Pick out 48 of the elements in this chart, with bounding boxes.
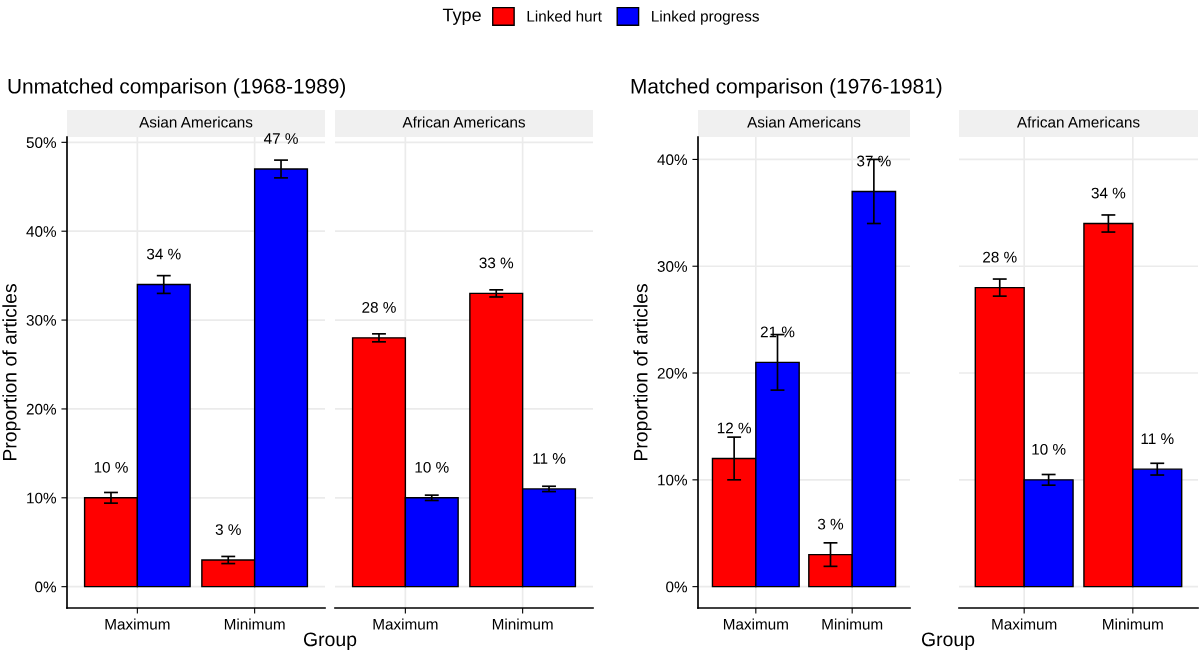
data-label: 11 %	[533, 453, 566, 464]
legend-label: Linked progress	[652, 10, 759, 25]
y-tick-label: 40%	[657, 154, 688, 166]
data-label: 21 %	[760, 326, 795, 338]
data-label: 10 %	[415, 461, 449, 473]
data-label: 3 %	[817, 518, 844, 530]
y-axis-title: Proportion of articles	[2, 284, 21, 461]
x-tick-label: Minimum	[492, 618, 553, 630]
chart-subtitle: Asian Americans	[139, 116, 253, 128]
y-tick-label: 20%	[26, 403, 57, 415]
y-tick-label: 0%	[666, 581, 688, 593]
y-tick-label: 30%	[657, 261, 688, 272]
legend-label: Linked hurt	[527, 10, 602, 22]
x-tick-label: Minimum	[822, 618, 883, 630]
data-label: 10 %	[1032, 443, 1066, 455]
x-tick-label: Maximum	[723, 618, 788, 630]
chart-title: Matched comparison (1976-1981)	[631, 78, 942, 98]
y-tick-label: 10%	[658, 474, 688, 486]
chart-subtitle: Asian Americans	[747, 116, 861, 128]
y-axis-title: Proportion of articles	[633, 284, 652, 461]
chart-title: Unmatched comparison (1968-1989)	[8, 78, 346, 98]
x-axis-title: Group	[921, 632, 975, 651]
data-label: 34 %	[146, 248, 181, 260]
data-label: 37 %	[857, 155, 891, 167]
x-tick-label: Maximum	[105, 618, 170, 630]
data-label: 33 %	[479, 257, 514, 269]
x-tick-label: Maximum	[373, 618, 438, 630]
y-tick-label: 20%	[657, 367, 688, 379]
data-label: 11 %	[1141, 433, 1174, 445]
data-label: 28 %	[983, 251, 1017, 263]
y-tick-label: 40%	[26, 226, 57, 237]
chart-subtitle: African Americans	[1016, 116, 1140, 128]
y-tick-label: 30%	[26, 314, 57, 326]
data-label: 10 %	[94, 461, 128, 473]
x-tick-label: Maximum	[992, 618, 1057, 630]
data-label: 12 %	[717, 422, 751, 434]
data-label: 28 %	[362, 301, 396, 313]
chart-subtitle: African Americans	[402, 116, 526, 128]
x-tick-label: Minimum	[1103, 618, 1163, 630]
x-axis-title: Group	[303, 632, 357, 651]
y-tick-label: 10%	[27, 492, 57, 504]
y-tick-label: 50%	[26, 137, 57, 149]
y-tick-label: 0%	[35, 581, 57, 593]
data-label: 47 %	[263, 133, 298, 144]
data-label: 3 %	[215, 524, 241, 535]
data-label: 34 %	[1091, 187, 1126, 199]
legend-title: Type	[442, 8, 481, 25]
x-tick-label: Minimum	[224, 618, 285, 630]
